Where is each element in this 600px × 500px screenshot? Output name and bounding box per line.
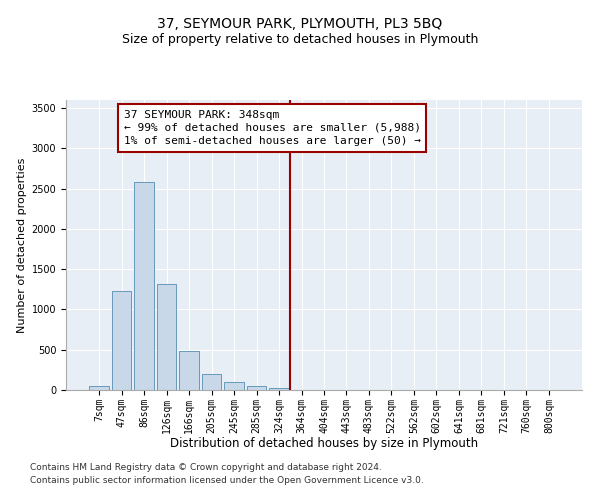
Bar bbox=[157, 284, 176, 390]
Bar bbox=[179, 350, 199, 390]
Bar bbox=[247, 386, 266, 390]
Bar bbox=[89, 386, 109, 390]
Bar bbox=[224, 382, 244, 390]
Text: Contains HM Land Registry data © Crown copyright and database right 2024.: Contains HM Land Registry data © Crown c… bbox=[30, 464, 382, 472]
Text: 37 SEYMOUR PARK: 348sqm
← 99% of detached houses are smaller (5,988)
1% of semi-: 37 SEYMOUR PARK: 348sqm ← 99% of detache… bbox=[124, 110, 421, 146]
Bar bbox=[134, 182, 154, 390]
Text: Size of property relative to detached houses in Plymouth: Size of property relative to detached ho… bbox=[122, 32, 478, 46]
Bar bbox=[202, 374, 221, 390]
Y-axis label: Number of detached properties: Number of detached properties bbox=[17, 158, 28, 332]
Bar bbox=[112, 291, 131, 390]
Bar bbox=[269, 388, 289, 390]
Text: Contains public sector information licensed under the Open Government Licence v3: Contains public sector information licen… bbox=[30, 476, 424, 485]
Text: 37, SEYMOUR PARK, PLYMOUTH, PL3 5BQ: 37, SEYMOUR PARK, PLYMOUTH, PL3 5BQ bbox=[157, 18, 443, 32]
X-axis label: Distribution of detached houses by size in Plymouth: Distribution of detached houses by size … bbox=[170, 437, 478, 450]
